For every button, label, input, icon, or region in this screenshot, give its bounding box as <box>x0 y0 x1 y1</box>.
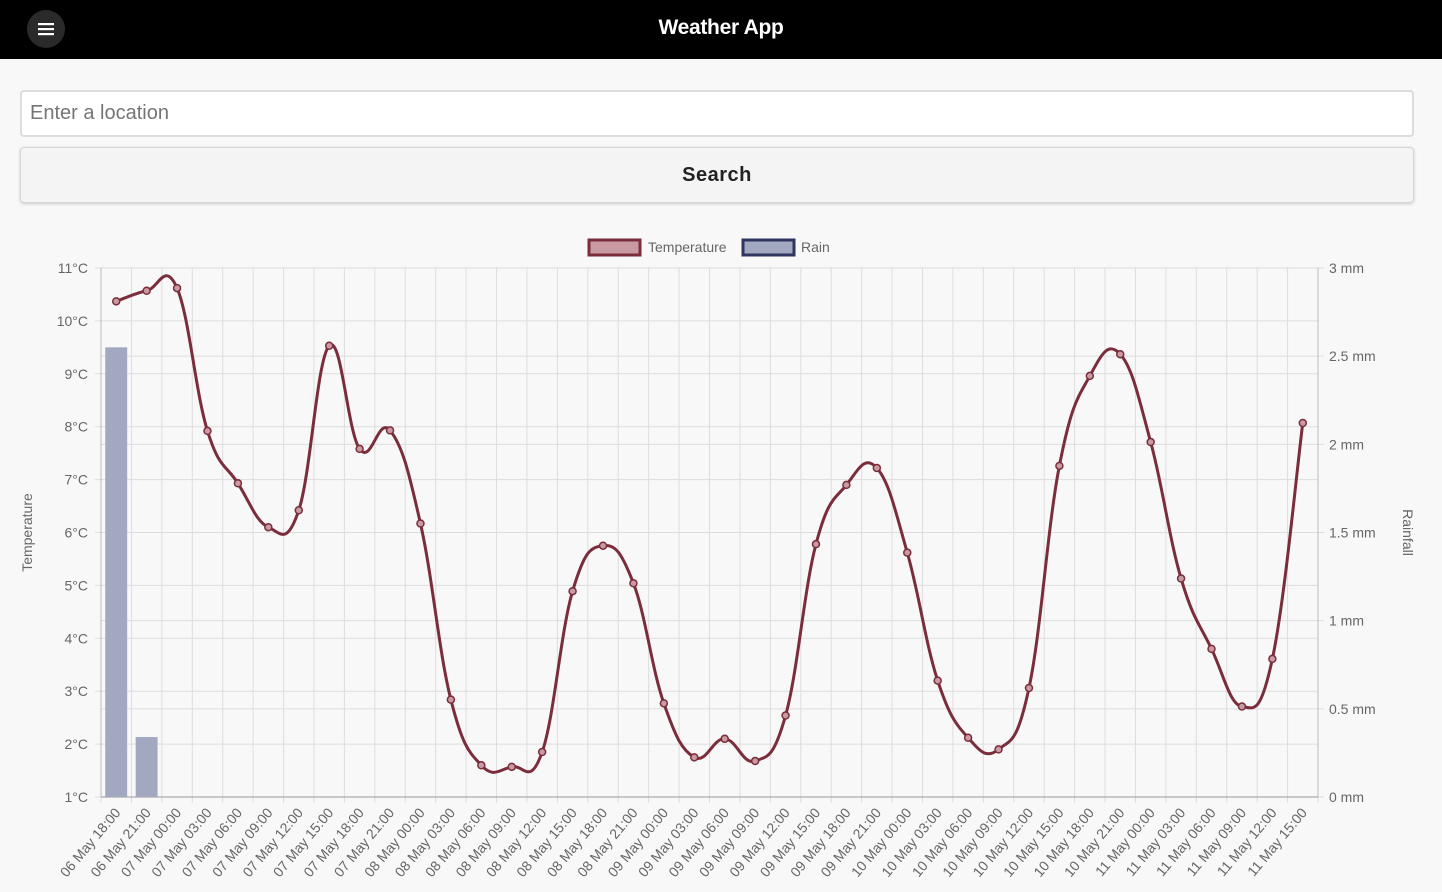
legend-label-rain: Rain <box>801 239 830 255</box>
temperature-point <box>477 761 486 770</box>
temperature-point <box>811 539 821 549</box>
temperature-point <box>690 753 699 762</box>
temperature-point <box>598 541 608 550</box>
y-left-tick-label: 8°C <box>65 419 89 435</box>
temperature-point <box>1298 418 1308 428</box>
menu-button[interactable] <box>27 10 65 48</box>
app-title: Weather App <box>658 16 784 39</box>
y-left-tick-label: 6°C <box>65 525 89 541</box>
temperature-point <box>507 762 516 772</box>
temperature-point <box>1176 574 1186 583</box>
y-left-tick-label: 10°C <box>57 313 88 329</box>
temperature-point <box>750 756 760 766</box>
temperature-point <box>355 444 364 454</box>
legend-swatch-rain <box>741 238 796 257</box>
y-right-tick-label: 1 mm <box>1329 613 1364 629</box>
y-left-tick-label: 4°C <box>65 630 89 646</box>
temperature-point <box>994 745 1003 754</box>
temperature-point <box>872 463 882 473</box>
y-left-tick-label: 9°C <box>65 366 89 382</box>
search-button[interactable]: Search <box>20 147 1414 203</box>
temperature-point <box>385 426 395 435</box>
temperature-point <box>933 676 942 685</box>
temperature-point <box>568 586 577 596</box>
temperature-point <box>142 286 151 295</box>
temperature-point <box>629 579 638 588</box>
y-left-axis-title: Temperature <box>19 493 35 572</box>
y-left-tick-label: 5°C <box>65 577 89 593</box>
temperature-point <box>1268 654 1277 664</box>
y-left-tick-label: 2°C <box>65 736 89 752</box>
temperature-point <box>720 734 729 744</box>
y-right-axis-title: Rainfall <box>1400 509 1416 556</box>
temperature-point <box>446 695 456 704</box>
temperature-point <box>537 747 547 757</box>
y-right-tick-label: 3 mm <box>1329 260 1364 276</box>
temperature-point <box>172 283 182 293</box>
top-app-bar: Weather App <box>0 0 1442 59</box>
y-right-tick-label: 2.5 mm <box>1329 348 1376 364</box>
legend-label-temperature: Temperature <box>648 239 727 255</box>
temperature-point <box>842 480 851 490</box>
temperature-point <box>324 341 334 351</box>
temperature-line <box>115 274 1305 774</box>
y-left-tick-label: 11°C <box>58 260 88 276</box>
rain-bar <box>105 347 128 797</box>
temperature-point <box>963 733 973 743</box>
temperature-point <box>203 426 212 436</box>
y-right-tick-label: 0.5 mm <box>1329 701 1376 717</box>
y-right-tick-label: 1.5 mm <box>1329 525 1376 541</box>
y-left-tick-label: 7°C <box>65 472 89 488</box>
temperature-point <box>659 699 669 708</box>
temperature-point <box>903 548 912 557</box>
location-search-input[interactable] <box>20 90 1414 137</box>
y-left-tick-label: 3°C <box>65 683 89 699</box>
temperature-point <box>111 297 121 306</box>
legend-swatch-temperature <box>587 238 642 257</box>
temperature-point <box>416 519 425 528</box>
temperature-point <box>781 711 790 720</box>
y-right-tick-label: 2 mm <box>1329 436 1364 452</box>
rain-bar <box>135 737 158 797</box>
temperature-point <box>1085 371 1095 381</box>
hamburger-menu-icon <box>38 23 54 36</box>
temperature-point <box>264 522 273 532</box>
temperature-point <box>1024 683 1034 693</box>
y-right-tick-label: 0 mm <box>1329 789 1364 805</box>
temperature-point <box>1055 461 1064 471</box>
temperature-point <box>1115 349 1125 359</box>
temperature-point <box>294 506 304 515</box>
temperature-point <box>233 479 243 488</box>
temperature-point <box>1207 644 1216 654</box>
y-left-tick-label: 1°C <box>65 789 89 805</box>
weather-chart: 11°C 10°C 9°C 8°C 7°C 6°C 5°C 4°C 3°C 2°C 1°C 3 mm 2… <box>19 238 1416 880</box>
temperature-point <box>1146 437 1155 447</box>
temperature-point <box>1237 702 1247 711</box>
